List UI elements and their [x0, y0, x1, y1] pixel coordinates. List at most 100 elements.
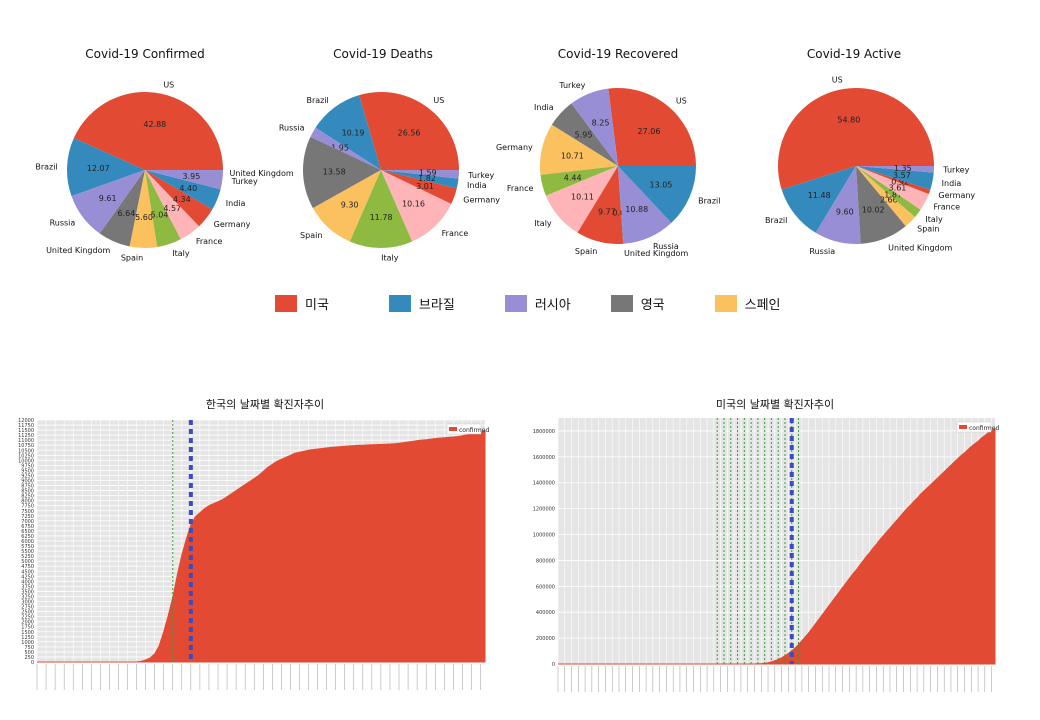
y-tick-label: 7500	[21, 509, 34, 515]
pie-pct-label: 0.08	[612, 209, 630, 218]
pie-country-label: Italy	[534, 219, 552, 228]
pie-pct-label: 9.60	[836, 207, 854, 216]
pie-slice	[540, 166, 618, 196]
pie-country-label: France	[933, 202, 960, 211]
y-tick-label: 800000	[536, 558, 555, 564]
y-tick-label: 750	[24, 645, 34, 651]
pie-country-label: Spain	[917, 224, 939, 233]
pie-slice	[551, 103, 618, 166]
legend-box	[956, 421, 992, 433]
area-series-confirmed	[37, 430, 486, 663]
pie-country-label: US	[433, 96, 444, 105]
y-tick-label: 3000	[21, 600, 34, 606]
pie-country-label: Brazil	[306, 96, 328, 105]
pie-slice	[145, 170, 223, 190]
pie-pct-label: 2.66	[880, 195, 898, 204]
pie-country-label: Turkey	[558, 81, 585, 90]
pie-pct-label: 4.44	[564, 174, 582, 183]
y-tick-label: 6750	[21, 524, 34, 530]
pie-country-label: US	[832, 76, 843, 85]
pie-pct-label: 13.05	[649, 181, 672, 190]
pie-pct-label: 9.30	[341, 201, 359, 210]
pie-slice	[349, 170, 413, 249]
area-series-confirmed	[558, 428, 996, 665]
pie-pct-label: 10.19	[342, 128, 365, 137]
pie-title-deaths: Covid-19 Deaths	[333, 47, 433, 61]
pie-slice	[312, 170, 381, 242]
y-tick-label: 6500	[21, 529, 34, 535]
y-tick-label: 0	[31, 660, 34, 666]
y-tick-label: 4250	[21, 574, 34, 580]
pie-country-label: Italy	[172, 249, 190, 258]
pie-pct-label: 13.58	[323, 168, 346, 177]
y-tick-label: 9500	[21, 468, 34, 474]
pie-pct-label: 10.11	[571, 192, 594, 201]
legend-swatch	[449, 427, 457, 431]
y-tick-label: 11000	[18, 438, 34, 444]
y-tick-label: 3750	[21, 584, 34, 590]
legend-swatch	[275, 295, 297, 312]
y-tick-label: 5500	[21, 549, 34, 555]
pie-slice	[815, 166, 861, 244]
y-tick-label: 1500	[21, 630, 34, 636]
pie-country-label: Russia	[809, 247, 835, 256]
pie-slice	[856, 166, 934, 190]
pie-slice	[381, 170, 457, 204]
y-tick-label: 1250	[21, 635, 34, 641]
pie-slice	[540, 124, 618, 175]
pie-country-label: Turkey	[942, 166, 969, 175]
pie-slice	[145, 170, 221, 210]
pie-country-label: Spain	[575, 247, 597, 256]
pie-title-active: Covid-19 Active	[806, 47, 902, 61]
pie-pct-label: 1.95	[331, 143, 349, 152]
legend-swatch	[959, 425, 967, 429]
pie-pct-label: 11.78	[370, 213, 393, 222]
legend-swatch	[610, 295, 633, 312]
y-tick-label: 1200000	[533, 507, 555, 513]
pie-country-label: France	[196, 237, 223, 246]
pie-pct-label: 9.77	[598, 207, 616, 216]
legend-label: 러시아	[534, 298, 571, 313]
pie-country-label: Brazil	[698, 197, 720, 206]
pie-slice	[71, 170, 145, 234]
pie-slice	[608, 87, 696, 166]
y-tick-label: 8500	[21, 489, 34, 495]
pie-slice	[618, 166, 696, 223]
pie-country-label: Germany	[496, 143, 533, 152]
pie-pct-label: 11.48	[808, 191, 831, 200]
pie-country-label: US	[163, 81, 174, 90]
pie-slice	[781, 166, 856, 233]
pie-charts: 42.88 US 12.07 Brazil 9.61 Russia 6.64 United K…	[35, 76, 975, 263]
pie-country-label: United Kingdom	[229, 169, 293, 178]
pie-slice	[145, 170, 181, 248]
pie-pct-label: 1.35	[894, 164, 912, 173]
legend-item-russia: 러시아	[504, 294, 571, 313]
y-tick-label: 7000	[21, 519, 34, 525]
y-tick-label: 9250	[21, 473, 34, 479]
pie-slice	[145, 170, 200, 240]
pie-country-label: United Kingdom	[624, 249, 688, 258]
y-tick-label: 1800000	[533, 429, 555, 435]
pie-slice	[856, 166, 906, 244]
pie-pct-label: 0.92	[891, 178, 909, 187]
legend-swatch	[504, 295, 527, 312]
legend-swatch	[388, 295, 411, 312]
y-tick-label: 2750	[21, 605, 34, 611]
pie-pct-label: 12.07	[87, 164, 110, 173]
pie-slice	[856, 166, 934, 173]
y-tick-label: 4750	[21, 564, 34, 570]
pie-country-label: United Kingdom	[888, 243, 952, 252]
y-tick-label: 500	[24, 650, 34, 656]
korea-chart-title: 한국의 날짜별 확진자추이	[205, 398, 325, 411]
pie-pct-label: 54.80	[837, 116, 860, 125]
legend-item-brazil: 브라질	[388, 294, 455, 313]
pie-pct-label: 3.95	[183, 172, 201, 181]
pie-country-label: Brazil	[765, 216, 787, 225]
pie-slice	[315, 95, 381, 170]
legend-label: confirmed	[969, 425, 999, 432]
pie-slice	[310, 127, 381, 170]
pie-pct-label: 1.82	[418, 174, 436, 183]
y-tick-label: 5000	[21, 559, 34, 565]
y-tick-label: 11250	[18, 433, 34, 439]
pie-slice	[618, 166, 672, 244]
